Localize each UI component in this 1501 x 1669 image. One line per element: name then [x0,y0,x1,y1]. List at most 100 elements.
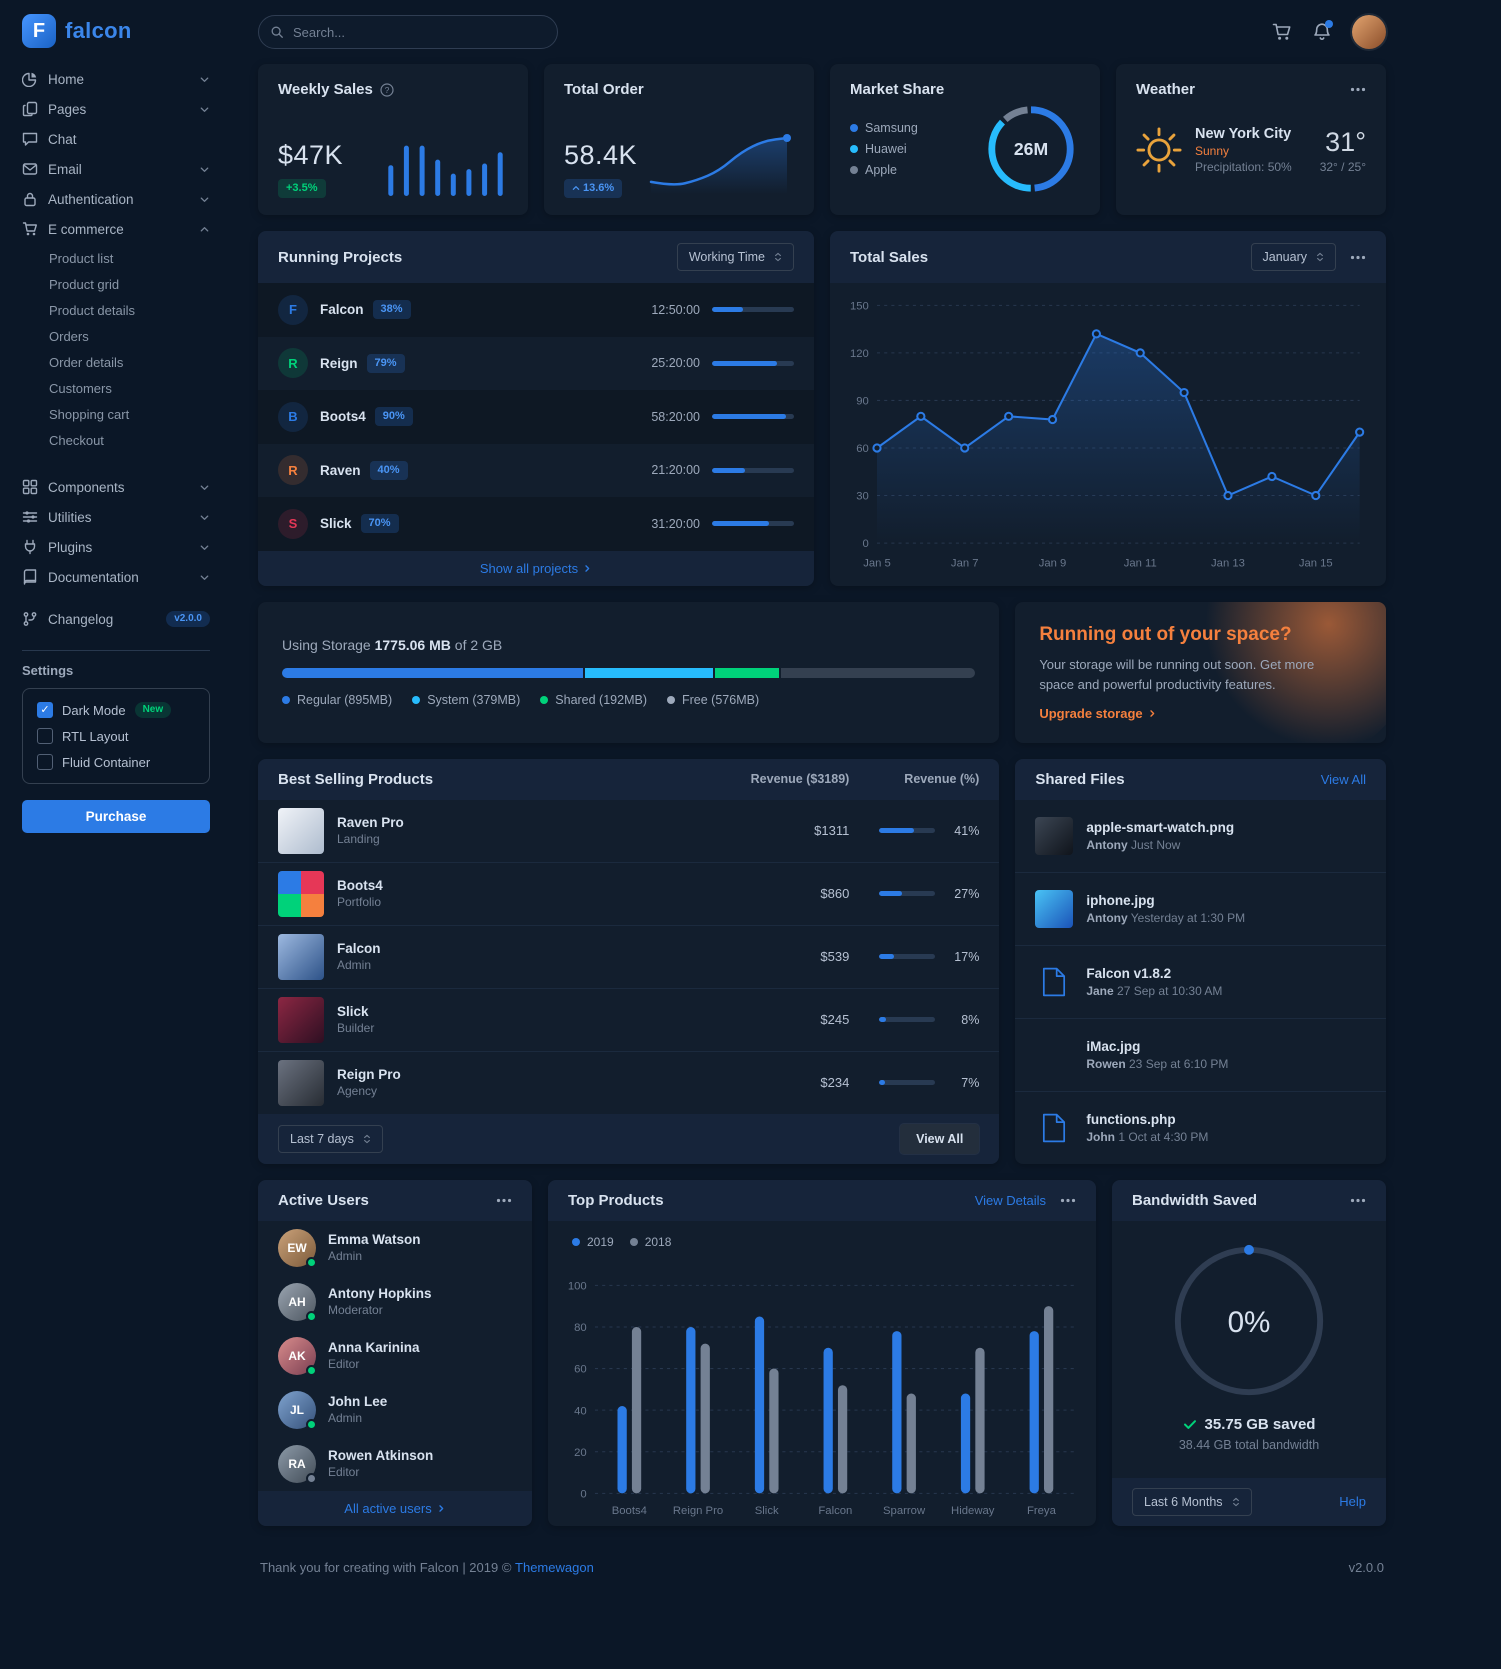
product-name-link[interactable]: Raven Pro [337,815,404,831]
file-author: Rowen [1086,1056,1126,1071]
upgrade-storage-link[interactable]: Upgrade storage [1039,706,1362,721]
setting-rtl-layout[interactable]: RTL Layout [37,728,195,744]
svg-text:90: 90 [856,396,869,408]
months-select[interactable]: Last 6 Months [1132,1487,1252,1516]
svg-text:Freya: Freya [1027,1505,1057,1517]
list-item[interactable]: Falcon v1.8.2 Jane 27 Sep at 10:30 AM [1015,944,1386,1018]
period-select[interactable]: Last 7 days [278,1124,383,1153]
product-thumbnail [278,933,324,980]
svg-text:Jan 5: Jan 5 [863,558,891,570]
product-name-link[interactable]: Falcon [337,941,381,957]
version-text: v2.0.0 [1348,1559,1384,1575]
sidebar-item-chat[interactable]: Chat [22,124,210,154]
project-time: 21:20:00 [651,463,700,478]
submenu: Product list Product grid Product details O… [22,244,210,458]
svg-text:40: 40 [574,1405,587,1417]
product-name-link[interactable]: Reign Pro [337,1067,401,1083]
user-name-link: Rowen Atkinson [328,1448,434,1464]
sidebar-item-checkout[interactable]: Checkout [49,432,104,448]
sidebar-item-authentication[interactable]: Authentication [22,184,210,214]
sidebar-item-product-list[interactable]: Product list [49,250,114,266]
weather-temperature: 31° [1325,126,1366,157]
sidebar-item-home[interactable]: Home [22,64,210,94]
themewagon-link[interactable]: Themewagon [515,1559,594,1575]
sidebar-item-label: Changelog [48,611,114,627]
sidebar-item-changelog[interactable]: Changelog v2.0.0 [22,604,210,634]
more-icon[interactable] [1350,255,1366,260]
file-meta: Jane 27 Sep at 10:30 AM [1086,983,1223,998]
brand-logo[interactable]: F falcon [22,14,210,48]
total-order-card: Total Order 58.4K 13.6% [544,64,814,215]
project-progress-bar [712,414,794,420]
setting-dark-mode[interactable]: ✓ Dark Mode New [37,702,195,718]
more-icon[interactable] [496,1198,512,1203]
sidebar-item-email[interactable]: Email [22,154,210,184]
more-icon[interactable] [1060,1198,1076,1203]
dark-mode-checkbox[interactable]: ✓ [37,702,53,718]
view-details-link[interactable]: View Details [974,1192,1046,1208]
market-share-legend: Samsung Huawei Apple [850,121,918,177]
all-active-users-link[interactable]: All active users [344,1501,445,1516]
sidebar-item-plugins[interactable]: Plugins [22,532,210,562]
sidebar-item-shopping-cart[interactable]: Shopping cart [49,406,130,422]
sidebar-item-components[interactable]: Components [22,472,210,502]
list-item[interactable]: AK Anna Karinina Editor [258,1329,532,1383]
view-all-button[interactable]: View All [900,1123,980,1154]
brand-name: falcon [65,18,132,43]
more-icon[interactable] [1350,1198,1366,1203]
list-item[interactable]: RA Rowen Atkinson Editor [258,1437,532,1491]
settings-panel: ✓ Dark Mode New RTL Layout Fluid Container [22,688,210,784]
project-name-link[interactable]: Raven [320,462,361,478]
question-circle-icon[interactable]: ? [380,82,394,97]
sidebar-item-order-details[interactable]: Order details [49,354,124,370]
sidebar-item-product-grid[interactable]: Product grid [49,276,120,292]
caret-up-icon [572,184,580,192]
comments-icon [22,131,38,147]
file-meta: John 1 Oct at 4:30 PM [1086,1129,1209,1144]
project-name-link[interactable]: Slick [320,516,352,532]
list-item[interactable]: JL John Lee Admin [258,1383,532,1437]
lock-icon [22,191,38,207]
sidebar-item-orders[interactable]: Orders [49,328,89,344]
sidebar-item-pages[interactable]: Pages [22,94,210,124]
storage-card: Using Storage 1775.06 MB of 2 GB Regular… [258,601,1000,743]
list-item[interactable]: EW Emma Watson Admin [258,1221,532,1275]
status-dot [306,1472,317,1484]
storage-segment [282,668,584,679]
setting-fluid-container[interactable]: Fluid Container [37,754,195,770]
project-name-link[interactable]: Falcon [320,302,364,318]
more-icon[interactable] [1350,87,1366,92]
list-item[interactable]: apple-smart-watch.png Antony Just Now [1015,800,1386,872]
svg-text:120: 120 [850,348,869,360]
sidebar-item-utilities[interactable]: Utilities [22,502,210,532]
month-select[interactable]: January [1250,243,1336,271]
show-all-projects-link[interactable]: Show all projects [480,561,592,576]
help-link[interactable]: Help [1339,1494,1366,1510]
notifications-button[interactable] [1312,20,1333,42]
rtl-layout-checkbox[interactable] [37,728,53,744]
project-name-link[interactable]: Reign [320,355,358,371]
list-item[interactable]: iphone.jpg Antony Yesterday at 1:30 PM [1015,871,1386,945]
list-item[interactable]: iMac.jpg Rowen 23 Sep at 6:10 PM [1015,1017,1386,1091]
user-avatar[interactable] [1352,15,1386,49]
sidebar-item-product-details[interactable]: Product details [49,302,135,318]
product-name-link[interactable]: Slick [337,1004,369,1020]
file-name: functions.php [1086,1111,1176,1127]
chevron-down-icon [199,74,210,85]
sidebar-item-customers[interactable]: Customers [49,380,112,396]
project-name-link[interactable]: Boots4 [320,409,366,425]
list-item[interactable]: functions.php John 1 Oct at 4:30 PM [1015,1090,1386,1164]
working-time-select[interactable]: Working Time [676,243,794,271]
sidebar-item-documentation[interactable]: Documentation [22,562,210,592]
sidebar-item-e-commerce[interactable]: E commerce [22,214,210,244]
list-item[interactable]: AH Antony Hopkins Moderator [258,1275,532,1329]
product-name-link[interactable]: Boots4 [337,878,383,894]
search-input[interactable] [258,15,558,49]
bell-icon [1312,22,1332,42]
view-all-link[interactable]: View All [1320,771,1366,787]
fluid-container-checkbox[interactable] [37,754,53,770]
cart-icon[interactable] [1272,22,1292,42]
project-time: 58:20:00 [651,409,700,424]
card-title: Total Order [564,81,644,98]
purchase-button[interactable]: Purchase [22,800,210,833]
